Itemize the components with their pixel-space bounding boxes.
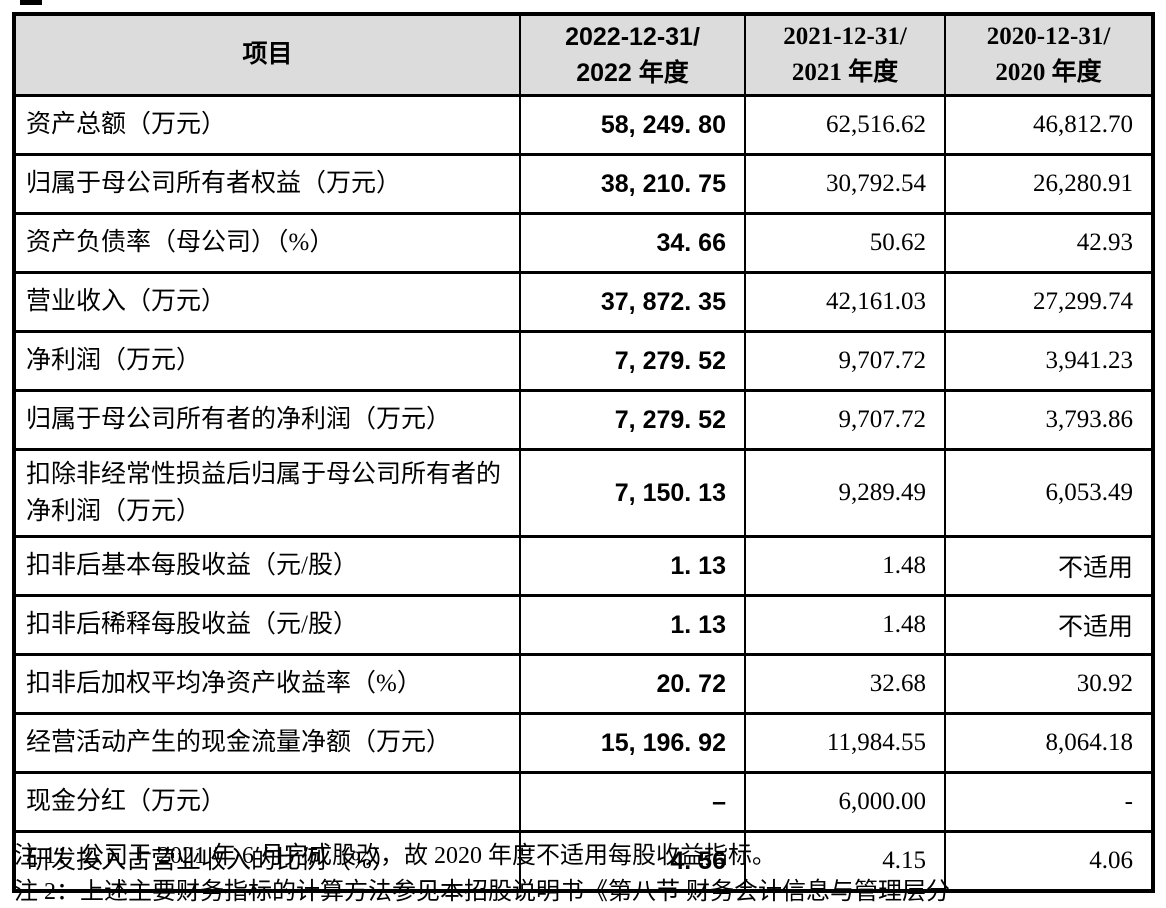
cell-2022: 7, 279. 52 bbox=[519, 389, 746, 451]
cell-2020: - bbox=[944, 771, 1154, 833]
cell-2021: 1.48 bbox=[744, 535, 946, 597]
row-label: 营业收入（万元） bbox=[13, 271, 521, 333]
header-col-2021-year: 2021 年度 bbox=[791, 59, 899, 86]
row-label: 现金分红（万元） bbox=[13, 771, 521, 833]
table-row: 归属于母公司所有者的净利润（万元） 7, 279. 52 9,707.72 3,… bbox=[13, 389, 1154, 451]
cell-2021: 30,792.54 bbox=[744, 153, 946, 215]
cell-2022: 38, 210. 75 bbox=[519, 153, 746, 215]
cell-2022: 15, 196. 92 bbox=[519, 712, 746, 774]
header-col-2020-date: 2020-12-31/ bbox=[986, 22, 1111, 50]
cell-2021: 9,707.72 bbox=[744, 330, 946, 392]
cell-2021: 42,161.03 bbox=[744, 271, 946, 333]
row-label: 研发投入占营业收入的比例（%） bbox=[13, 830, 521, 893]
cell-2021: 9,289.49 bbox=[744, 448, 946, 538]
row-label: 归属于母公司所有者的净利润（万元） bbox=[13, 389, 521, 451]
table-row: 资产负债率（母公司）（%） 34. 66 50.62 42.93 bbox=[13, 212, 1154, 274]
table-row: 研发投入占营业收入的比例（%） 4. 56 4.15 4.06 bbox=[13, 830, 1154, 893]
table-row: 扣非后基本每股收益（元/股） 1. 13 1.48 不适用 bbox=[13, 535, 1154, 597]
page-crop-artifact bbox=[20, 0, 42, 5]
cell-2022: 20. 72 bbox=[519, 653, 746, 715]
cell-2022: 58, 249. 80 bbox=[519, 94, 746, 156]
cell-2022: 1. 13 bbox=[519, 594, 746, 656]
cell-2022: 34. 66 bbox=[519, 212, 746, 274]
header-row: 项目 2022-12-31/ 2022 年度 2021-12-31/ 2021 … bbox=[13, 12, 1154, 97]
cell-2020: 不适用 bbox=[944, 535, 1154, 597]
cell-2021: 50.62 bbox=[744, 212, 946, 274]
cell-2022: 37, 872. 35 bbox=[519, 271, 746, 333]
table-row: 扣非后稀释每股收益（元/股） 1. 13 1.48 不适用 bbox=[13, 594, 1154, 656]
row-label: 扣非后基本每股收益（元/股） bbox=[13, 535, 521, 597]
cell-2020: 8,064.18 bbox=[944, 712, 1154, 774]
cell-2020: 30.92 bbox=[944, 653, 1154, 715]
header-item-label: 项目 bbox=[242, 40, 293, 68]
header-col-2022-date: 2022-12-31/ bbox=[565, 22, 700, 51]
table-row: 现金分红（万元） – 6,000.00 - bbox=[13, 771, 1154, 833]
cell-2022: – bbox=[519, 771, 746, 833]
footnote-2-clipped: 注 2：上述主要财务指标的计算方法参见本招股说明书《第八节 财务会计信息与管理层… bbox=[14, 879, 950, 905]
header-item-column: 项目 bbox=[13, 12, 521, 97]
row-label: 资产总额（万元） bbox=[13, 94, 521, 156]
cell-2020: 3,793.86 bbox=[944, 389, 1154, 451]
header-col-2021-date: 2021-12-31/ bbox=[783, 22, 907, 50]
cell-2020: 6,053.49 bbox=[944, 448, 1154, 538]
header-col-2020-year: 2020 年度 bbox=[995, 59, 1102, 86]
table-body: 资产总额（万元） 58, 249. 80 62,516.62 46,812.70… bbox=[13, 94, 1154, 893]
row-label: 扣除非经常性损益后归属于母公司所有者的净利润（万元） bbox=[13, 448, 521, 538]
table-row: 资产总额（万元） 58, 249. 80 62,516.62 46,812.70 bbox=[13, 94, 1154, 156]
cell-2020: 27,299.74 bbox=[944, 271, 1154, 333]
header-col-2022: 2022-12-31/ 2022 年度 bbox=[519, 12, 746, 97]
table-row: 扣非后加权平均净资产收益率（%） 20. 72 32.68 30.92 bbox=[13, 653, 1154, 715]
row-label: 扣非后稀释每股收益（元/股） bbox=[13, 594, 521, 656]
cell-2022: 7, 150. 13 bbox=[519, 448, 746, 538]
cell-2021: 6,000.00 bbox=[744, 771, 946, 833]
table-row: 经营活动产生的现金流量净额（万元） 15, 196. 92 11,984.55 … bbox=[13, 712, 1154, 774]
header-col-2020: 2020-12-31/ 2020 年度 bbox=[944, 12, 1154, 97]
table-row: 营业收入（万元） 37, 872. 35 42,161.03 27,299.74 bbox=[13, 271, 1154, 333]
table-row: 扣除非经常性损益后归属于母公司所有者的净利润（万元） 7, 150. 13 9,… bbox=[13, 448, 1154, 538]
cell-2021: 11,984.55 bbox=[744, 712, 946, 774]
footnote-1: 注 1：公司于 2021 年 6 月完成股改，故 2020 年度不适用每股收益指… bbox=[14, 843, 776, 869]
table-header: 项目 2022-12-31/ 2022 年度 2021-12-31/ 2021 … bbox=[13, 12, 1154, 97]
cell-2021: 1.48 bbox=[744, 594, 946, 656]
header-col-2021: 2021-12-31/ 2021 年度 bbox=[744, 12, 946, 97]
row-label: 资产负债率（母公司）（%） bbox=[13, 212, 521, 274]
row-label: 净利润（万元） bbox=[13, 330, 521, 392]
cell-2021: 9,707.72 bbox=[744, 389, 946, 451]
cell-2022: 4. 56 bbox=[519, 830, 746, 893]
cell-2020: 46,812.70 bbox=[944, 94, 1154, 156]
cell-2020: 4.06 bbox=[944, 830, 1154, 893]
cell-2020: 26,280.91 bbox=[944, 153, 1154, 215]
header-col-2022-year: 2022 年度 bbox=[576, 59, 689, 87]
cell-2022: 7, 279. 52 bbox=[519, 330, 746, 392]
table-row: 净利润（万元） 7, 279. 52 9,707.72 3,941.23 bbox=[13, 330, 1154, 392]
cell-2020: 不适用 bbox=[944, 594, 1154, 656]
cell-2021: 32.68 bbox=[744, 653, 946, 715]
cell-2020: 42.93 bbox=[944, 212, 1154, 274]
cell-2021: 4.15 bbox=[744, 830, 946, 893]
financial-indicators-table: 项目 2022-12-31/ 2022 年度 2021-12-31/ 2021 … bbox=[12, 12, 1155, 893]
row-label: 扣非后加权平均净资产收益率（%） bbox=[13, 653, 521, 715]
row-label: 归属于母公司所有者权益（万元） bbox=[13, 153, 521, 215]
cell-2022: 1. 13 bbox=[519, 535, 746, 597]
row-label: 经营活动产生的现金流量净额（万元） bbox=[13, 712, 521, 774]
cell-2021: 62,516.62 bbox=[744, 94, 946, 156]
cell-2020: 3,941.23 bbox=[944, 330, 1154, 392]
table-row: 归属于母公司所有者权益（万元） 38, 210. 75 30,792.54 26… bbox=[13, 153, 1154, 215]
